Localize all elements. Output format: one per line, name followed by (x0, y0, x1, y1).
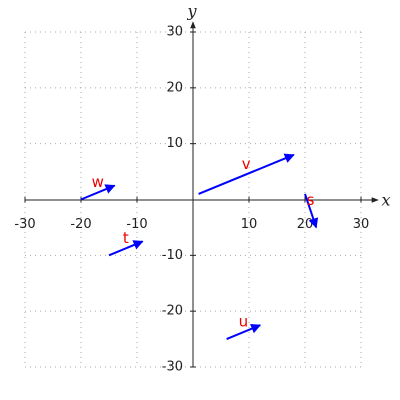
vector (108, 240, 144, 257)
vector-label: t (123, 229, 129, 247)
x-tick-label: -20 (70, 217, 91, 232)
vector (304, 193, 319, 229)
y-axis-label: y (186, 2, 197, 21)
y-tick-label: -20 (162, 304, 183, 319)
grid (24, 31, 362, 368)
vector (198, 153, 295, 195)
x-tick-label: 30 (353, 217, 370, 232)
vector (226, 323, 262, 341)
vector-label: v (242, 155, 251, 173)
vector-label: u (239, 313, 249, 331)
y-tick-label: 20 (166, 80, 183, 95)
y-tick-label: 30 (166, 25, 183, 40)
x-tick-label: 10 (241, 217, 258, 232)
y-tick-label: -10 (162, 248, 183, 263)
vector-label: s (307, 191, 315, 209)
x-tick-label: 20 (297, 217, 314, 232)
x-tick-label: -10 (126, 217, 147, 232)
vector (80, 184, 116, 201)
x-tick-label: -30 (14, 217, 35, 232)
y-tick-label: 10 (166, 136, 183, 151)
x-axis-label: x (381, 191, 390, 210)
vector-label: w (92, 173, 104, 191)
y-tick-label: -30 (162, 360, 183, 375)
